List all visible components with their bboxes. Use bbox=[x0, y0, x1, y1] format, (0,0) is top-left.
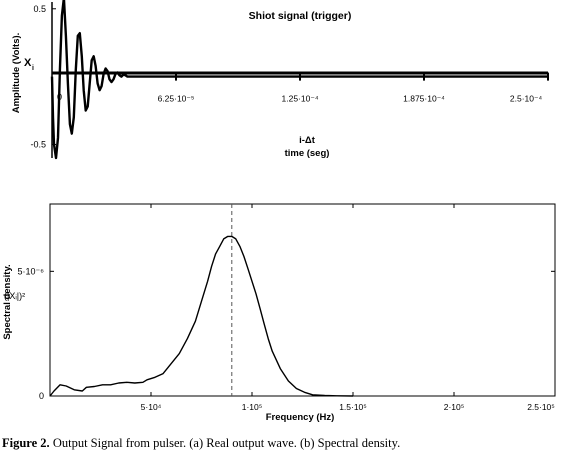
signal-x-tick-label-3: 2.5·10⁻⁴ bbox=[510, 94, 543, 104]
spectral-y-axis-label: Spectral density. bbox=[2, 264, 13, 339]
spectral-chart: Spectral density. (|Xᵢ|)² 0 5·10⁻⁶ 5·10⁴ 1… bbox=[2, 203, 556, 423]
signal-point-label-sub: i bbox=[32, 65, 34, 72]
signal-x-tick-label-1: 1.25·10⁻⁴ bbox=[282, 94, 319, 104]
signal-y-tick-label-0: 0.5 bbox=[33, 4, 46, 14]
caption-text: Output Signal from pulser. (a) Real outp… bbox=[49, 436, 401, 450]
spectral-plot-frame bbox=[49, 203, 556, 397]
spectral-x-tick-label-0: 5·10⁴ bbox=[141, 402, 162, 412]
signal-point-label-x: X bbox=[24, 57, 32, 69]
signal-x-tick-label-2: 1.875·10⁻⁴ bbox=[403, 94, 445, 104]
signal-point-label: X i bbox=[24, 57, 34, 72]
signal-y-axis-label: Amplitude (Volts). bbox=[11, 33, 22, 114]
signal-x-tick-label-0: 6.25·10⁻⁵ bbox=[158, 94, 195, 104]
spectral-y-tick-label-0: 0 bbox=[39, 391, 44, 401]
signal-series-line bbox=[50, 0, 548, 160]
spectral-series-line bbox=[49, 235, 354, 397]
signal-chart-title: Shiot signal (trigger) bbox=[249, 10, 352, 22]
spectral-x-tick-label-2: 1.5·10⁵ bbox=[339, 402, 367, 412]
spectral-x-tick-label-3: 2·10⁵ bbox=[444, 402, 465, 412]
signal-x-axis-label: time (seg) bbox=[285, 148, 330, 159]
spectral-x-axis-label: Frequency (Hz) bbox=[266, 412, 335, 423]
spectral-x-tick-label-1: 1·10⁵ bbox=[242, 402, 263, 412]
signal-y-tick-label-1: -0.5 bbox=[30, 139, 46, 149]
spectral-x-tick-label-4: 2.5·10⁵ bbox=[527, 402, 555, 412]
spectral-y-axis-sublabel: (|Xᵢ|)² bbox=[4, 291, 25, 301]
caption-label: Figure 2. bbox=[2, 436, 50, 450]
spectral-y-tick-label-1: 5·10⁻⁶ bbox=[18, 266, 45, 276]
signal-x-axis-label-top: i-Δt bbox=[299, 135, 316, 146]
figure-caption: Figure 2. Output Signal from pulser. (a)… bbox=[2, 436, 574, 451]
signal-chart: Shiot signal (trigger) Amplitude (Volts)… bbox=[11, 0, 549, 160]
